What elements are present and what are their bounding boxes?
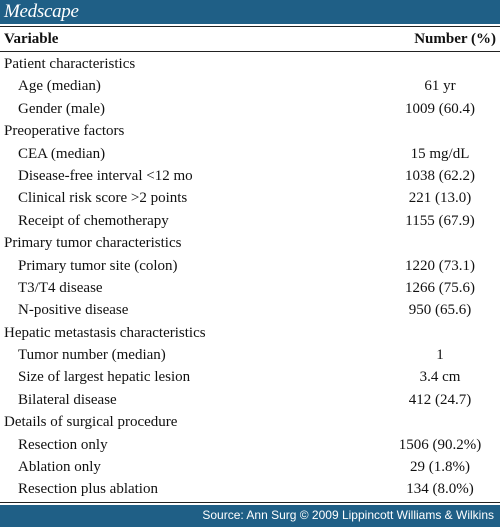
row-value: 61 yr xyxy=(424,78,456,95)
row-label: Gender (male) xyxy=(18,100,106,117)
row-label: Primary tumor site (colon) xyxy=(18,257,178,274)
row-value: 1266 (75.6) xyxy=(405,279,475,296)
table-row: Receipt of chemotherapy 1155 (67.9) xyxy=(0,210,500,232)
row-value: 1155 (67.9) xyxy=(405,212,475,229)
section-header-row: Hepatic metastasis characteristics xyxy=(0,322,500,344)
source-citation: Source: Ann Surg © 2009 Lippincott Willi… xyxy=(202,508,494,522)
column-header-number: Number (%) xyxy=(414,31,496,47)
row-label: Hepatic metastasis characteristics xyxy=(4,324,206,341)
row-label: Patient characteristics xyxy=(4,56,136,72)
row-label: Size of largest hepatic lesion xyxy=(18,369,191,386)
section-header-row: Details of surgical procedure xyxy=(0,411,500,433)
table-row: Primary tumor site (colon) 1220 (73.1) xyxy=(0,255,500,277)
row-value: 1 xyxy=(436,347,444,364)
row-label: T3/T4 disease xyxy=(18,279,103,296)
section-header-row: Patient characteristics xyxy=(0,53,500,75)
medscape-logo: Medscape xyxy=(4,1,79,22)
table-row: Disease-free interval <12 mo 1038 (62.2) xyxy=(0,165,500,187)
source-footer-bar: Source: Ann Surg © 2009 Lippincott Willi… xyxy=(0,505,500,527)
row-label: Details of surgical procedure xyxy=(4,414,178,431)
table-row: Bilateral disease 412 (24.7) xyxy=(0,389,500,411)
row-label: Tumor number (median) xyxy=(18,347,166,364)
table-row: Clinical risk score >2 points 221 (13.0) xyxy=(0,187,500,209)
table-row: Resection plus ablation 134 (8.0%) xyxy=(0,478,500,500)
row-value: 15 mg/dL xyxy=(410,145,470,162)
row-label: Ablation only xyxy=(18,459,101,476)
row-value: 1009 (60.4) xyxy=(405,100,475,117)
row-label: Bilateral disease xyxy=(18,391,117,408)
row-value: 1220 (73.1) xyxy=(405,257,475,274)
table-row: T3/T4 disease 1266 (75.6) xyxy=(0,277,500,299)
row-label: Preoperative factors xyxy=(4,123,125,140)
row-label: Receipt of chemotherapy xyxy=(18,212,169,229)
brand-header-bar: Medscape xyxy=(0,0,500,24)
header-rule xyxy=(0,51,500,52)
row-value: 221 (13.0) xyxy=(408,190,472,207)
table-top-rule xyxy=(0,26,500,27)
row-label: CEA (median) xyxy=(18,145,106,162)
section-header-row: Primary tumor characteristics xyxy=(0,232,500,254)
row-label: Age (median) xyxy=(18,78,101,95)
row-value: 412 (24.7) xyxy=(408,391,472,408)
row-value: 1038 (62.2) xyxy=(405,167,475,184)
table-row: CEA (median) 15 mg/dL xyxy=(0,143,500,165)
table-row: N-positive disease 950 (65.6) xyxy=(0,299,500,321)
row-label: N-positive disease xyxy=(18,302,129,319)
row-label: Disease-free interval <12 mo xyxy=(18,167,193,184)
section-header-row: Preoperative factors xyxy=(0,120,500,142)
row-value: 134 (8.0%) xyxy=(406,481,474,498)
table-body: Patient characteristics Age (median) 61 yr… xyxy=(0,53,500,501)
row-value: 29 (1.8%) xyxy=(410,459,470,476)
column-header-variable: Variable xyxy=(4,31,59,47)
table-row: Size of largest hepatic lesion 3.4 cm xyxy=(0,366,500,388)
table-row: Gender (male) 1009 (60.4) xyxy=(0,98,500,120)
table-row: Tumor number (median) 1 xyxy=(0,344,500,366)
row-label: Clinical risk score >2 points xyxy=(18,190,188,207)
row-label: Primary tumor characteristics xyxy=(4,235,182,252)
row-value: 1506 (90.2%) xyxy=(398,436,482,453)
row-value: 950 (65.6) xyxy=(408,302,472,319)
table-row: Resection only 1506 (90.2%) xyxy=(0,434,500,456)
table-row: Age (median) 61 yr xyxy=(0,75,500,97)
table-row: Ablation only 29 (1.8%) xyxy=(0,456,500,478)
row-value: 3.4 cm xyxy=(419,369,461,386)
row-label: Resection only xyxy=(18,436,108,453)
table-bottom-rule xyxy=(0,502,500,503)
row-label: Resection plus ablation xyxy=(18,481,158,498)
